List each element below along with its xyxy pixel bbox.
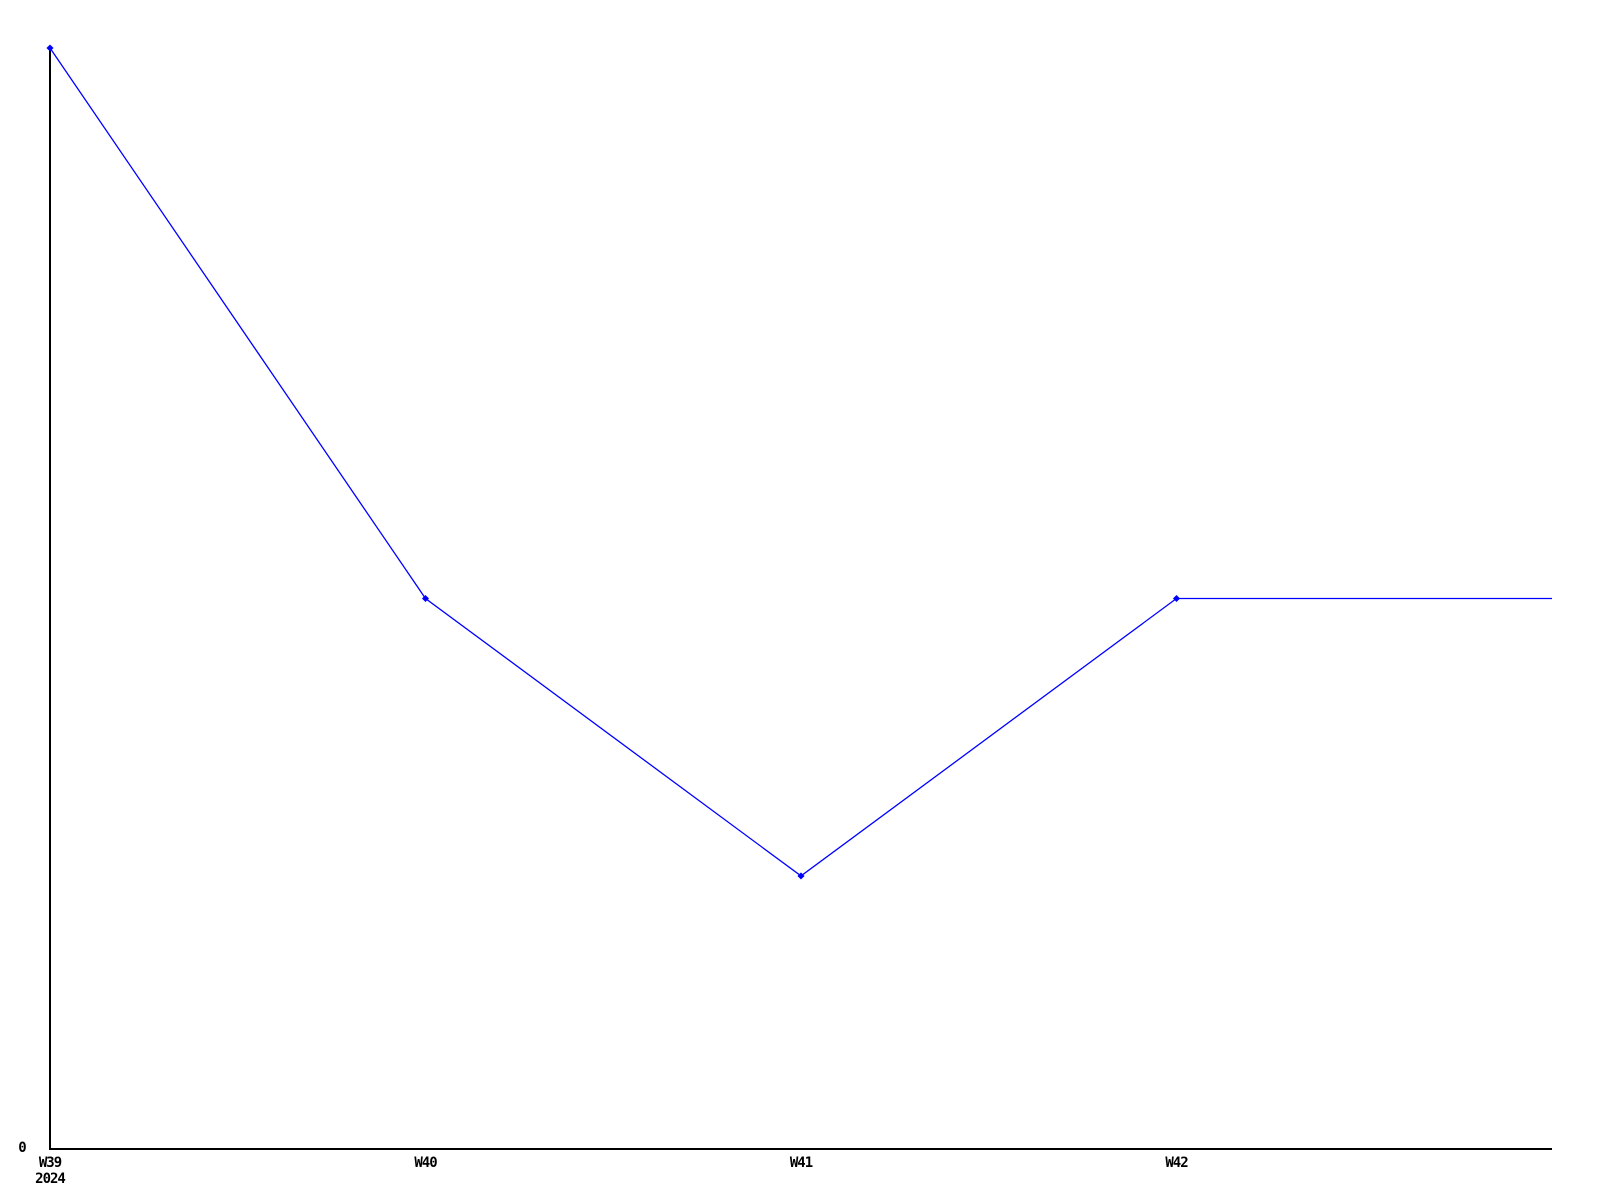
line-series	[49, 47, 1552, 877]
y-axis-tick-label-0: 0	[18, 1140, 27, 1156]
x-axis-tick-label-w42: W42	[1165, 1155, 1188, 1171]
x-axis-year-label: 2024	[35, 1171, 66, 1187]
data-point-marker	[421, 594, 430, 603]
x-axis-tick-label-w40: W40	[414, 1155, 437, 1171]
x-axis-tick-label-w39: W39	[38, 1155, 62, 1171]
data-point-marker	[797, 872, 805, 880]
x-axis-tick-label-w41: W41	[789, 1155, 813, 1171]
data-point-markers	[46, 44, 1181, 880]
